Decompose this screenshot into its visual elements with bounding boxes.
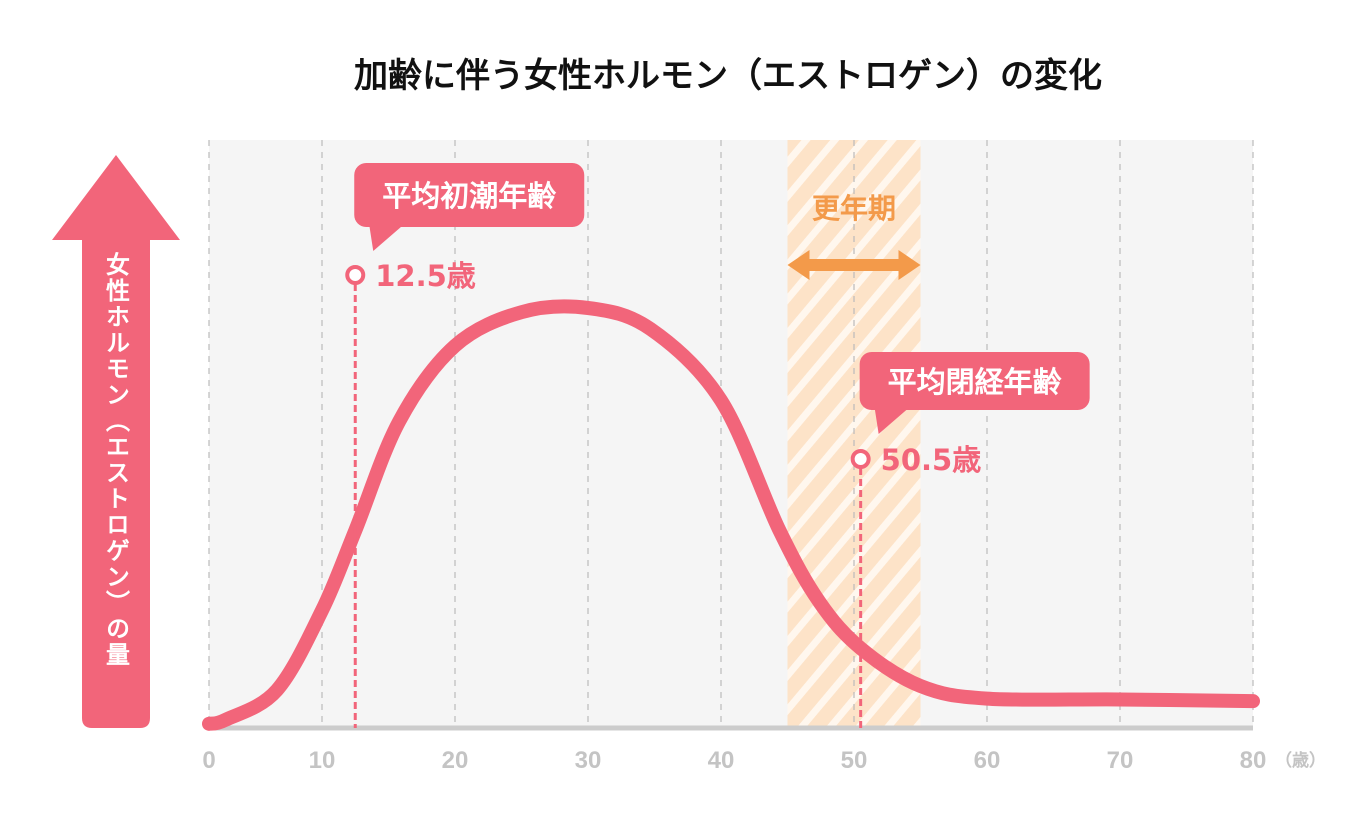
x-tick-label: 20 <box>442 747 469 774</box>
x-tick-label: 40 <box>708 747 735 774</box>
x-tick-label: 80 <box>1240 747 1267 774</box>
x-tick-label: 50 <box>841 747 868 774</box>
band-label: 更年期 <box>812 192 896 225</box>
callout-box <box>354 163 585 227</box>
y-axis-label: 女性ホルモン（エストロゲン）の量 <box>101 252 130 668</box>
x-tick-label: 10 <box>309 747 336 774</box>
callout-box <box>859 352 1090 410</box>
callout-label: 平均閉経年齢 <box>888 365 1063 399</box>
annotation-value: 12.5歳 <box>375 259 476 293</box>
y-axis-arrow <box>52 155 180 728</box>
annotation-marker <box>850 449 871 469</box>
x-axis-unit: （歳） <box>1275 750 1326 771</box>
x-tick-label: 60 <box>974 747 1001 774</box>
annotation-value: 50.5歳 <box>881 443 982 477</box>
callout-tail <box>369 225 404 251</box>
band-double-arrow <box>787 250 921 280</box>
callout-tail <box>874 408 909 434</box>
x-tick-label: 0 <box>202 747 215 774</box>
callout-label: 平均初潮年齢 <box>382 179 557 213</box>
estrogen-curve <box>202 299 1260 731</box>
x-tick-label: 30 <box>575 747 602 774</box>
chart-title: 加齢に伴う女性ホルモン（エストロゲン）の変化 <box>354 56 1102 96</box>
annotation-marker <box>345 265 366 285</box>
x-tick-label: 70 <box>1107 747 1134 774</box>
